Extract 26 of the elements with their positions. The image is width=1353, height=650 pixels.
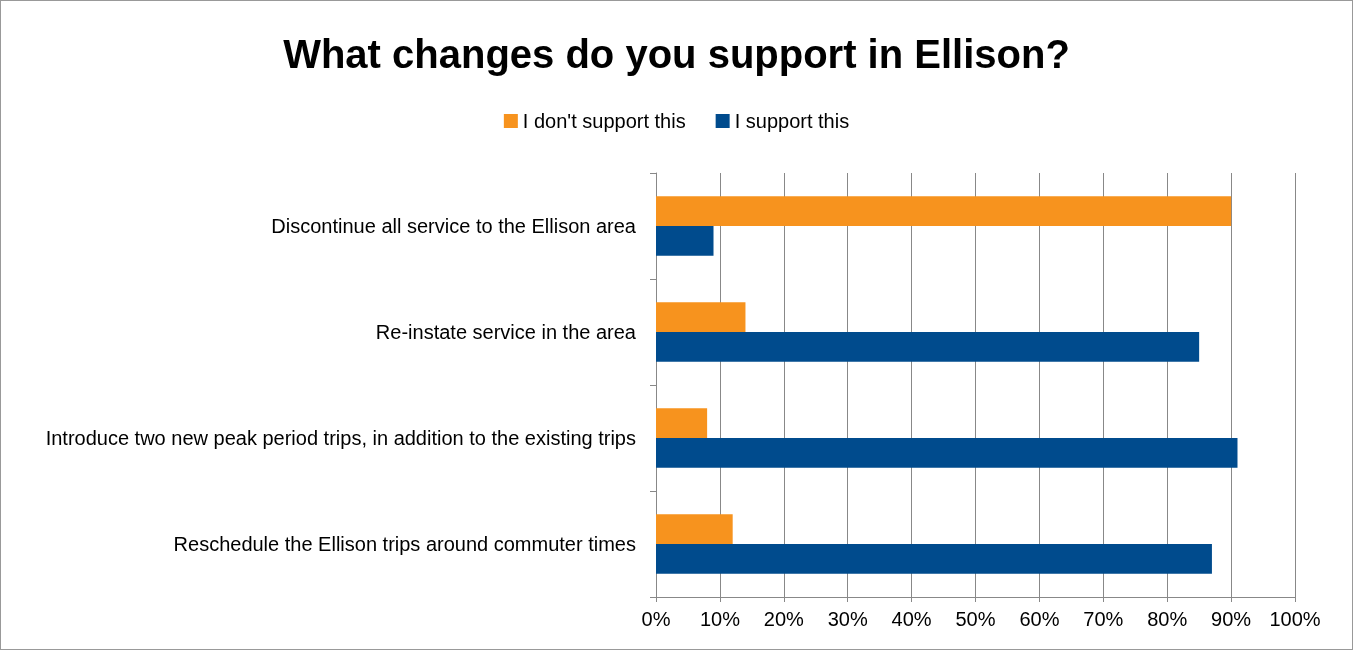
legend-label: I don't support this	[522, 110, 686, 132]
chart-title: What changes do you support in Ellison?	[283, 32, 1070, 76]
bar	[656, 196, 1232, 226]
legend-label: I support this	[734, 110, 850, 132]
bar	[656, 544, 1212, 574]
x-tick-label: 100%	[1269, 608, 1321, 630]
x-tick-label: 0%	[641, 608, 671, 630]
y-tick-label: Reschedule the Ellison trips around commuter times	[173, 533, 636, 555]
x-tick-label: 60%	[1019, 608, 1060, 630]
x-tick-label: 20%	[763, 608, 805, 630]
x-tick-label: 10%	[699, 608, 741, 630]
x-tick-label: 70%	[1083, 608, 1124, 630]
y-tick-label: Introduce two new peak period trips, in addition to the existing trips	[45, 427, 636, 449]
x-tick-label: 90%	[1211, 608, 1252, 630]
bar	[656, 408, 708, 438]
bar	[656, 302, 746, 332]
y-tick-label: Re-instate service in the area	[375, 321, 637, 343]
x-tick-label: 40%	[891, 608, 932, 630]
x-tick-label: 30%	[827, 608, 868, 630]
y-tick-label: Discontinue all service to the Ellison area	[271, 215, 637, 237]
bar	[656, 332, 1200, 362]
bar	[656, 514, 733, 544]
bar	[656, 226, 714, 256]
bar	[656, 438, 1238, 468]
x-tick-label: 80%	[1147, 608, 1188, 630]
x-tick-label: 50%	[955, 608, 996, 630]
